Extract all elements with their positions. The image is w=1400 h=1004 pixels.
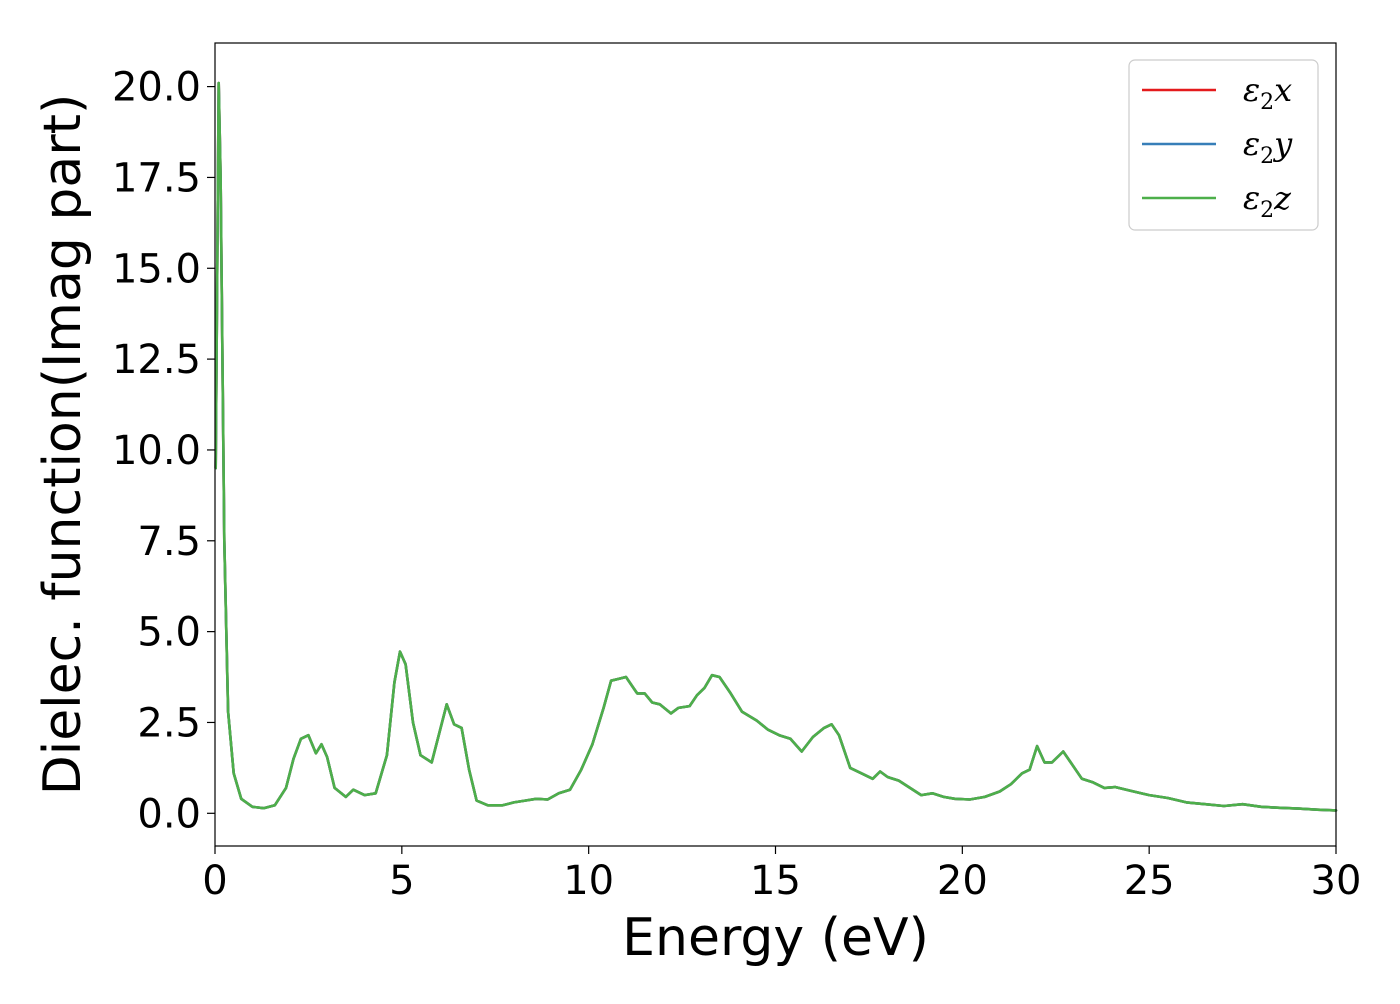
x-tick-label: 15 [750, 858, 801, 904]
series-line-z [214, 81, 1338, 812]
plot-frame [214, 42, 1337, 847]
y-tick-label: 12.5 [112, 337, 201, 383]
y-tick-label: 17.5 [112, 155, 201, 201]
y-axis-title: Dielec. function(Imag part) [33, 94, 93, 796]
y-tick-label: 7.5 [137, 519, 201, 565]
x-axis-title: Energy (eV) [622, 908, 929, 968]
legend-label-z: ε2z [1243, 179, 1292, 223]
y-tick-label: 2.5 [137, 700, 201, 746]
y-tick-label: 5.0 [137, 610, 201, 656]
legend-box [1128, 59, 1319, 231]
y-tick-layer: 0.0 2.5 5.0 7.5 10.0 12.5 15.0 17.5 20.0 [112, 65, 215, 837]
legend-label-x: ε2x [1243, 71, 1292, 115]
x-tick-label: 25 [1124, 858, 1175, 904]
x-tick-layer: 0 5 10 15 20 25 30 [202, 846, 1361, 904]
x-tick-label: 20 [937, 858, 988, 904]
x-tick-label: 5 [389, 858, 414, 904]
y-tick-label: 10.0 [112, 428, 201, 474]
y-tick-label: 0.0 [137, 791, 201, 837]
legend-label-y: ε2y [1243, 125, 1293, 169]
x-tick-label: 10 [563, 858, 614, 904]
y-tick-label: 15.0 [112, 246, 201, 292]
legend: ε2x ε2y ε2z [1128, 59, 1319, 231]
series-layer [214, 81, 1338, 812]
x-tick-label: 0 [202, 858, 227, 904]
x-tick-label: 30 [1311, 858, 1362, 904]
y-tick-label: 20.0 [112, 65, 201, 111]
